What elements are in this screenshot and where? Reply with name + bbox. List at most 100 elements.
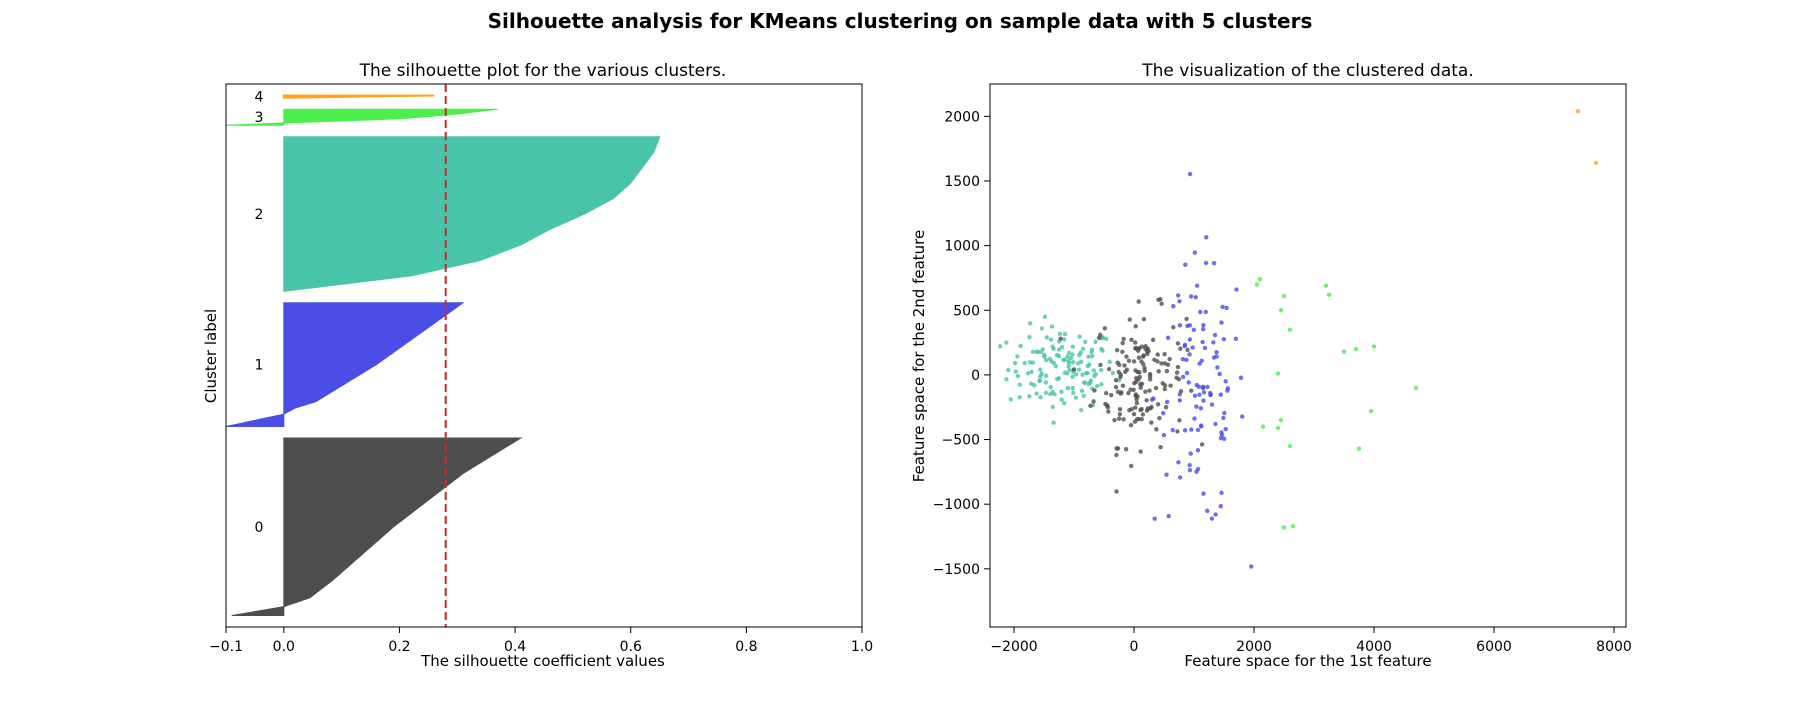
scatter-point — [1199, 442, 1205, 447]
scatter-point — [1171, 325, 1176, 330]
scatter-y-tick-label: 2000 — [944, 109, 980, 125]
cluster-label-4: 4 — [254, 90, 263, 106]
scatter-point — [1138, 385, 1144, 390]
scatter-point — [1086, 381, 1092, 387]
scatter-point — [1134, 375, 1139, 381]
scatter-point — [1193, 295, 1198, 300]
scatter-point — [1078, 359, 1084, 365]
scatter-point — [1203, 309, 1208, 315]
scatter-point — [1128, 463, 1134, 469]
scatter-point — [1093, 372, 1098, 377]
scatter-point — [1211, 260, 1217, 266]
scatter-point — [1044, 335, 1050, 340]
scatter-point — [1204, 235, 1209, 240]
scatter-point — [1192, 250, 1198, 255]
silhouette-cluster-1 — [225, 302, 465, 428]
scatter-point — [1287, 443, 1293, 449]
scatter-point — [1353, 346, 1359, 352]
scatter-point — [1195, 427, 1201, 433]
scatter-point — [1154, 427, 1159, 432]
scatter-y-tick-label: 0 — [971, 368, 980, 384]
scatter-point — [1198, 423, 1204, 428]
scatter-point — [1238, 375, 1244, 380]
scatter-point — [1275, 425, 1281, 431]
cluster-label-3: 3 — [254, 110, 263, 126]
scatter-point — [1164, 399, 1170, 405]
scatter-point — [1015, 373, 1021, 379]
scatter-point — [1004, 340, 1009, 345]
scatter-point — [1163, 404, 1169, 410]
scatter-point — [1073, 395, 1079, 400]
scatter-point — [1200, 385, 1206, 391]
scatter-point — [1015, 354, 1020, 359]
scatter-point — [1198, 309, 1203, 315]
scatter-point — [1071, 390, 1076, 396]
scatter-point — [1182, 342, 1188, 348]
scatter-point — [1110, 370, 1116, 376]
scatter-point — [1278, 417, 1284, 423]
scatter-point — [1120, 340, 1125, 346]
scatter-point — [1165, 362, 1171, 367]
silhouette-x-tick-label: 0.6 — [620, 639, 642, 655]
scatter-point — [1034, 349, 1040, 355]
scatter-x-tick-label: 4000 — [1356, 639, 1392, 655]
scatter-x-tick-label: 2000 — [1236, 639, 1272, 655]
scatter-point — [1070, 386, 1075, 391]
scatter-point — [1149, 420, 1154, 425]
scatter-plot-title: The visualization of the clustered data. — [1141, 61, 1474, 81]
scatter-series-2 — [1149, 171, 1254, 569]
scatter-marks — [997, 108, 1599, 569]
scatter-point — [1170, 427, 1175, 433]
scatter-point — [1160, 381, 1165, 386]
silhouette-x-tick-label: 0.8 — [735, 639, 757, 655]
scatter-point — [1102, 326, 1108, 331]
scatter-point — [1221, 436, 1227, 442]
scatter-y-ticks: −1500 −1000 −500 0 500 1000 1500 2000 — [933, 109, 990, 578]
scatter-point — [1147, 371, 1153, 377]
scatter-point — [1080, 346, 1086, 352]
scatter-point — [1166, 513, 1171, 519]
scatter-point — [1121, 417, 1126, 422]
scatter-point — [1240, 414, 1245, 419]
scatter-x-axis-label: Feature space for the 1st feature — [1184, 652, 1431, 670]
scatter-point — [1133, 324, 1138, 329]
scatter-point — [1203, 260, 1209, 266]
scatter-point — [1114, 452, 1119, 458]
scatter-point — [1159, 361, 1164, 366]
scatter-point — [1066, 358, 1071, 364]
scatter-point — [997, 344, 1003, 349]
scatter-point — [1175, 341, 1181, 346]
scatter-y-tick-label: −500 — [942, 433, 980, 449]
scatter-point — [1201, 322, 1206, 328]
scatter-point — [1119, 390, 1124, 395]
scatter-point — [1186, 380, 1191, 385]
scatter-point — [1104, 390, 1109, 396]
scatter-point — [1106, 409, 1111, 414]
scatter-point — [1137, 374, 1143, 380]
scatter-point — [1088, 403, 1093, 409]
scatter-point — [1185, 347, 1190, 353]
scatter-point — [1074, 372, 1079, 377]
scatter-point — [1149, 397, 1155, 402]
scatter-point — [1275, 371, 1281, 376]
scatter-point — [1061, 357, 1066, 363]
scatter-point — [1139, 344, 1145, 349]
scatter-point — [1099, 367, 1104, 373]
scatter-point — [1175, 293, 1181, 298]
scatter-point — [1218, 392, 1223, 397]
silhouette-x-tick-label: 1.0 — [851, 639, 873, 655]
scatter-point — [1038, 374, 1043, 379]
scatter-point — [1222, 410, 1227, 416]
scatter-x-tick-label: 8000 — [1596, 639, 1632, 655]
scatter-x-ticks: −2000 0 2000 4000 6000 8000 — [990, 627, 1632, 655]
scatter-point — [1141, 353, 1146, 358]
scatter-point — [1066, 350, 1072, 356]
scatter-point — [1139, 416, 1144, 422]
scatter-point — [1087, 362, 1092, 367]
scatter-point — [1184, 316, 1189, 322]
scatter-point — [1260, 424, 1266, 429]
scatter-point — [1152, 357, 1157, 362]
scatter-x-tick-label: 6000 — [1476, 639, 1512, 655]
scatter-series-4 — [1575, 108, 1599, 166]
scatter-point — [1006, 367, 1011, 373]
